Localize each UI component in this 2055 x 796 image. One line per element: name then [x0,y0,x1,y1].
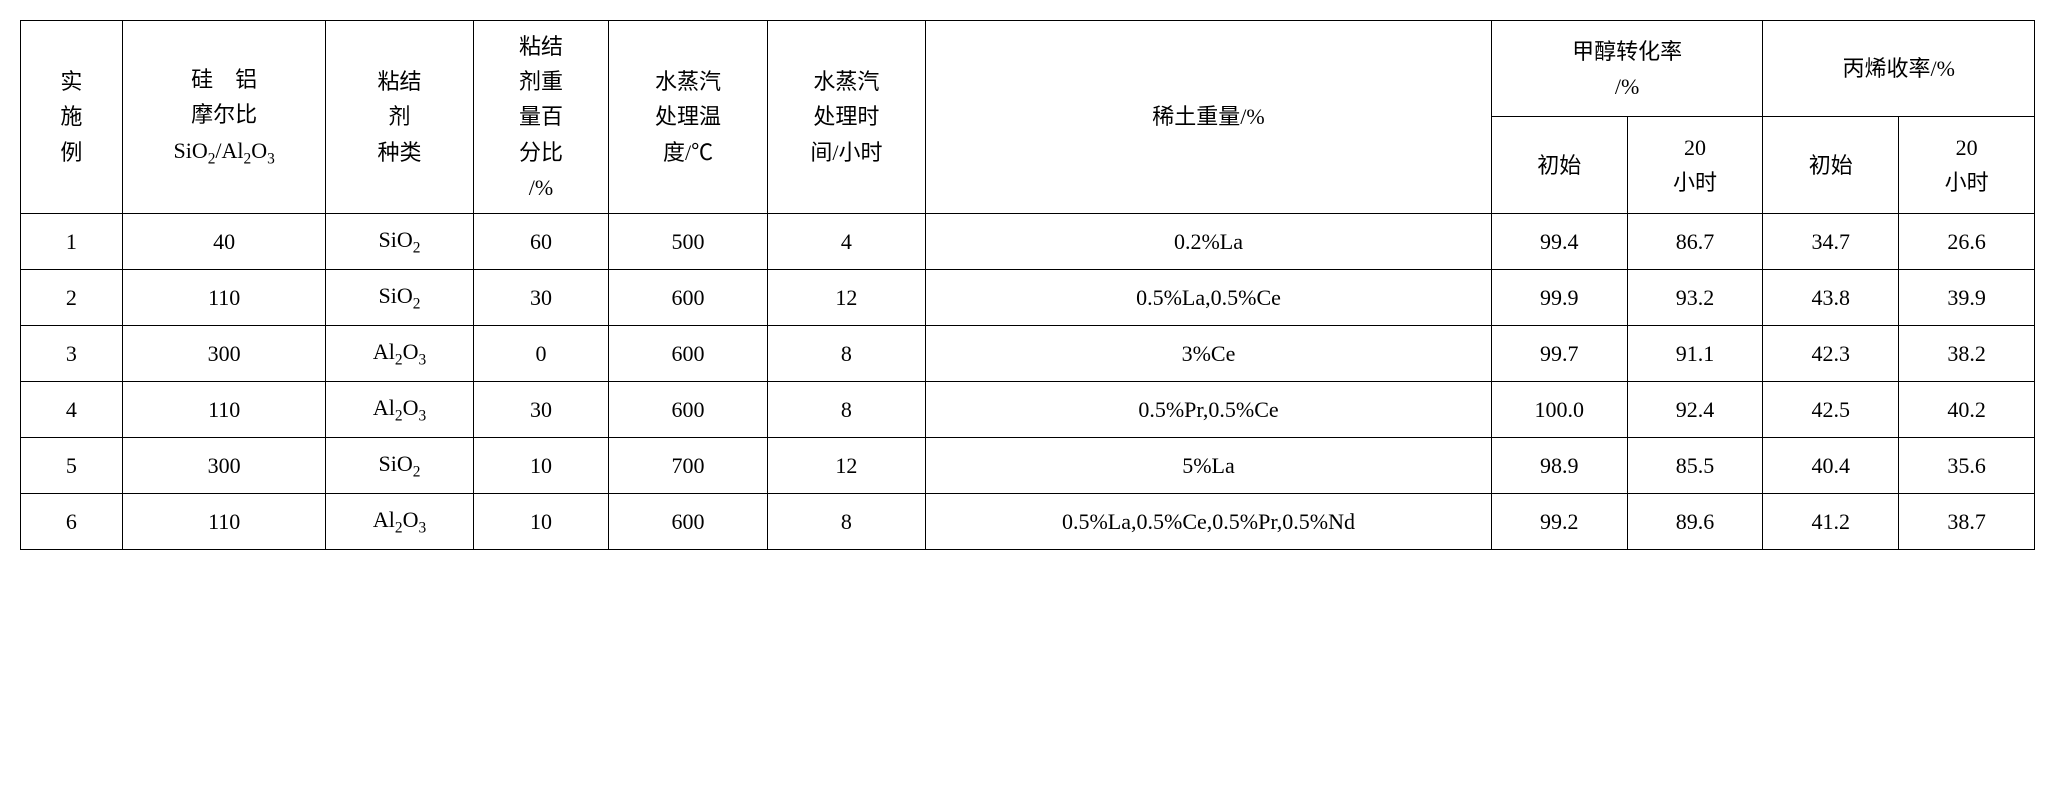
cell-propylene-initial: 42.5 [1763,382,1899,438]
cell-steam-time: 12 [767,438,925,494]
cell-methanol-initial: 99.2 [1491,494,1627,550]
cell-propylene-20h: 26.6 [1899,213,2035,269]
header-ratio-l1: 硅 铝 [191,67,257,92]
cell-binder-type: SiO2 [326,269,473,325]
cell-binder-pct: 0 [473,326,609,382]
cell-steam-temp: 600 [609,382,767,438]
cell-example: 5 [21,438,123,494]
cell-propylene-20h: 38.2 [1899,326,2035,382]
cell-steam-temp: 600 [609,269,767,325]
cell-rare-earth: 5%La [926,438,1492,494]
table-row: 5300SiO210700125%La98.985.540.435.6 [21,438,2035,494]
header-ratio-l2: 摩尔比 [191,102,257,127]
table-row: 4110Al2O33060080.5%Pr,0.5%Ce100.092.442.… [21,382,2035,438]
cell-propylene-initial: 40.4 [1763,438,1899,494]
data-table: 实 施 例 硅 铝 摩尔比 SiO2/Al2O3 粘结 剂 种类 粘结 剂重 量… [20,20,2035,550]
header-propylene-yield: 丙烯收率/% [1763,21,2035,117]
cell-steam-temp: 700 [609,438,767,494]
cell-ratio: 110 [122,269,326,325]
cell-example: 6 [21,494,123,550]
cell-example: 4 [21,382,123,438]
cell-binder-pct: 60 [473,213,609,269]
cell-ratio: 300 [122,326,326,382]
table-row: 3300Al2O3060083%Ce99.791.142.338.2 [21,326,2035,382]
cell-ratio: 110 [122,382,326,438]
header-ratio-l3c: O [251,138,267,163]
cell-methanol-20h: 85.5 [1627,438,1763,494]
cell-steam-time: 4 [767,213,925,269]
cell-ratio: 110 [122,494,326,550]
cell-propylene-20h: 40.2 [1899,382,2035,438]
header-propylene-20h: 20 小时 [1899,117,2035,213]
cell-binder-type: Al2O3 [326,494,473,550]
cell-rare-earth: 0.5%Pr,0.5%Ce [926,382,1492,438]
header-binder-type: 粘结 剂 种类 [326,21,473,214]
cell-propylene-initial: 42.3 [1763,326,1899,382]
cell-binder-type: Al2O3 [326,326,473,382]
cell-example: 3 [21,326,123,382]
cell-steam-temp: 600 [609,494,767,550]
cell-rare-earth: 0.2%La [926,213,1492,269]
header-steam-time: 水蒸汽 处理时 间/小时 [767,21,925,214]
header-rare-earth: 稀土重量/% [926,21,1492,214]
table-body: 140SiO26050040.2%La99.486.734.726.62110S… [21,213,2035,549]
cell-steam-time: 8 [767,382,925,438]
cell-methanol-20h: 93.2 [1627,269,1763,325]
cell-methanol-initial: 99.4 [1491,213,1627,269]
header-ratio: 硅 铝 摩尔比 SiO2/Al2O3 [122,21,326,214]
header-row-1: 实 施 例 硅 铝 摩尔比 SiO2/Al2O3 粘结 剂 种类 粘结 剂重 量… [21,21,2035,117]
header-binder-pct: 粘结 剂重 量百 分比 /% [473,21,609,214]
cell-binder-type: SiO2 [326,213,473,269]
header-ratio-l3b: /Al [215,138,243,163]
cell-binder-type: Al2O3 [326,382,473,438]
cell-methanol-initial: 99.9 [1491,269,1627,325]
cell-steam-temp: 600 [609,326,767,382]
cell-methanol-20h: 91.1 [1627,326,1763,382]
cell-rare-earth: 3%Ce [926,326,1492,382]
cell-propylene-20h: 38.7 [1899,494,2035,550]
cell-methanol-20h: 86.7 [1627,213,1763,269]
cell-ratio: 300 [122,438,326,494]
cell-propylene-20h: 35.6 [1899,438,2035,494]
cell-propylene-initial: 34.7 [1763,213,1899,269]
cell-example: 1 [21,213,123,269]
header-propylene-initial: 初始 [1763,117,1899,213]
cell-binder-pct: 30 [473,382,609,438]
cell-binder-type: SiO2 [326,438,473,494]
cell-rare-earth: 0.5%La,0.5%Ce [926,269,1492,325]
header-methanol-20h: 20 小时 [1627,117,1763,213]
cell-steam-time: 8 [767,494,925,550]
cell-binder-pct: 10 [473,494,609,550]
table-row: 2110SiO230600120.5%La,0.5%Ce99.993.243.8… [21,269,2035,325]
header-example: 实 施 例 [21,21,123,214]
cell-methanol-initial: 100.0 [1491,382,1627,438]
table-row: 6110Al2O31060080.5%La,0.5%Ce,0.5%Pr,0.5%… [21,494,2035,550]
cell-ratio: 40 [122,213,326,269]
cell-propylene-initial: 43.8 [1763,269,1899,325]
table-row: 140SiO26050040.2%La99.486.734.726.6 [21,213,2035,269]
header-steam-temp: 水蒸汽 处理温 度/℃ [609,21,767,214]
header-ratio-l3a: SiO [173,138,207,163]
header-methanol-initial: 初始 [1491,117,1627,213]
cell-binder-pct: 10 [473,438,609,494]
table-header: 实 施 例 硅 铝 摩尔比 SiO2/Al2O3 粘结 剂 种类 粘结 剂重 量… [21,21,2035,214]
cell-methanol-20h: 92.4 [1627,382,1763,438]
cell-methanol-initial: 98.9 [1491,438,1627,494]
cell-propylene-20h: 39.9 [1899,269,2035,325]
cell-steam-time: 8 [767,326,925,382]
cell-binder-pct: 30 [473,269,609,325]
cell-example: 2 [21,269,123,325]
cell-methanol-20h: 89.6 [1627,494,1763,550]
cell-rare-earth: 0.5%La,0.5%Ce,0.5%Pr,0.5%Nd [926,494,1492,550]
header-methanol-conv: 甲醇转化率 /% [1491,21,1763,117]
cell-steam-time: 12 [767,269,925,325]
cell-propylene-initial: 41.2 [1763,494,1899,550]
cell-methanol-initial: 99.7 [1491,326,1627,382]
cell-steam-temp: 500 [609,213,767,269]
header-ratio-sub3: 3 [267,150,275,167]
